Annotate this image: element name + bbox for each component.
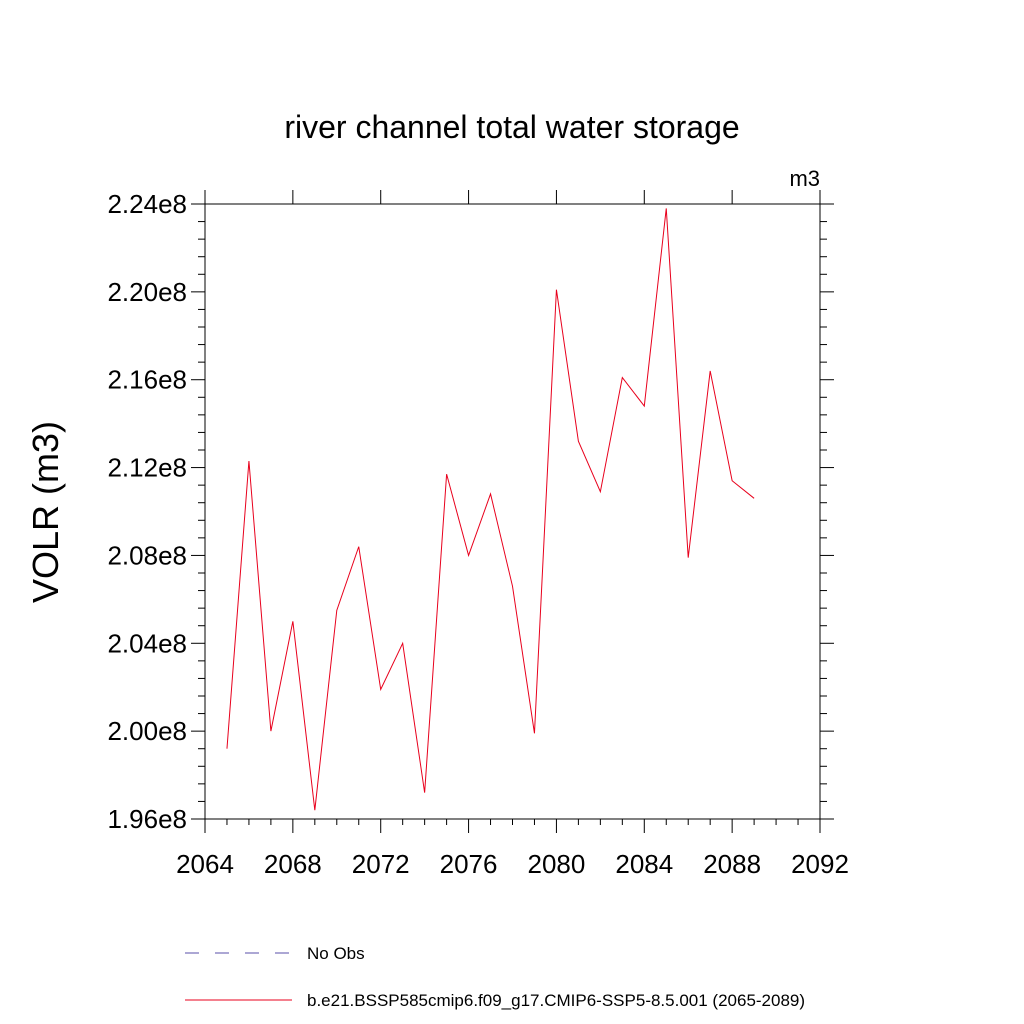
legend: No Obs b.e21.BSSP585cmip6.f09_g17.CMIP6-…: [185, 944, 805, 1010]
y-tick-label: 2.24e8: [107, 189, 187, 219]
x-tick-label: 2072: [352, 849, 410, 879]
y-axis-label: VOLR (m3): [25, 421, 66, 603]
x-tick-label: 2064: [176, 849, 234, 879]
x-tick-label: 2080: [528, 849, 586, 879]
legend-label-model: b.e21.BSSP585cmip6.f09_g17.CMIP6-SSP5-8.…: [307, 991, 805, 1010]
y-tick-label: 1.96e8: [107, 804, 187, 834]
y-tick-label: 2.12e8: [107, 453, 187, 483]
x-tick-label: 2084: [615, 849, 673, 879]
x-tick-label: 2068: [264, 849, 322, 879]
x-tick-label: 2076: [440, 849, 498, 879]
y-tick-label: 2.16e8: [107, 365, 187, 395]
axis-tick-labels: 2064 2068 2072 2076 2080 2084 2088 2092 1.96e8 2.…: [107, 189, 848, 879]
series-layer: [226, 208, 755, 811]
axis-ticks: [191, 190, 834, 833]
y-tick-label: 2.04e8: [107, 628, 187, 658]
chart-title: river channel total water storage: [284, 109, 739, 145]
y-tick-label: 2.20e8: [107, 277, 187, 307]
y-tick-label: 2.00e8: [107, 716, 187, 746]
x-tick-label: 2092: [791, 849, 849, 879]
x-tick-label: 2088: [703, 849, 761, 879]
units-label: m3: [789, 166, 820, 191]
legend-label-no-obs: No Obs: [307, 944, 365, 963]
y-tick-label: 2.08e8: [107, 540, 187, 570]
series-line-0: [226, 208, 755, 811]
plot-frame: [204, 203, 821, 820]
